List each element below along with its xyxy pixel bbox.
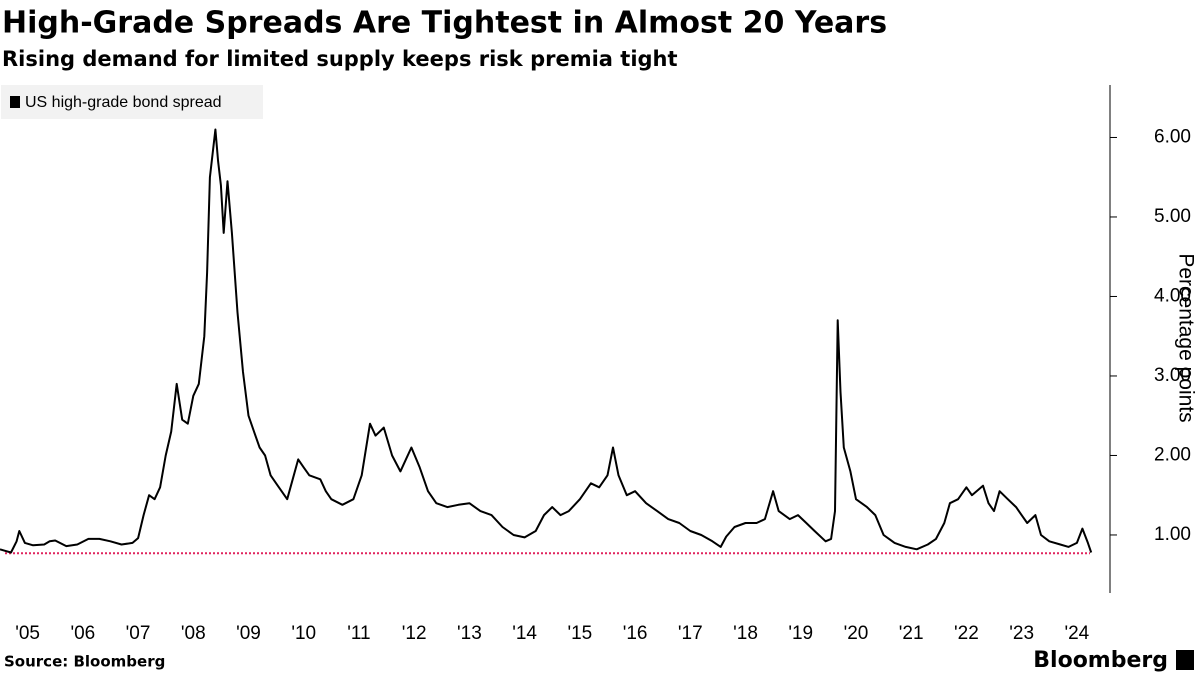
legend-label: US high-grade bond spread bbox=[25, 94, 222, 111]
x-tick-label: '11 bbox=[347, 623, 370, 644]
legend-box bbox=[1, 85, 263, 119]
x-tick-label: '15 bbox=[567, 623, 592, 644]
y-tick-label: 1.00 bbox=[1154, 524, 1191, 545]
x-tick-label: '22 bbox=[954, 623, 979, 644]
y-tick-label: 2.00 bbox=[1154, 444, 1191, 465]
brand-icon bbox=[1176, 650, 1194, 670]
x-tick-label: '21 bbox=[899, 623, 924, 644]
x-tick-label: '05 bbox=[15, 623, 40, 644]
x-tick-label: '18 bbox=[733, 623, 758, 644]
x-tick-label: '06 bbox=[70, 623, 95, 644]
y-tick-label: 6.00 bbox=[1154, 126, 1191, 147]
chart-title: High-Grade Spreads Are Tightest in Almos… bbox=[2, 6, 887, 41]
x-tick-label: '16 bbox=[623, 623, 648, 644]
y-axis-label: Percentage points bbox=[1174, 253, 1197, 422]
legend-swatch bbox=[10, 96, 20, 108]
x-tick-label: '10 bbox=[291, 623, 316, 644]
x-tick-label: '19 bbox=[788, 623, 813, 644]
x-tick-label: '14 bbox=[512, 623, 537, 644]
brand: Bloomberg bbox=[1033, 648, 1168, 673]
x-tick-label: '23 bbox=[1009, 623, 1034, 644]
y-tick-label: 4.00 bbox=[1154, 285, 1191, 306]
y-tick-label: 3.00 bbox=[1154, 365, 1191, 386]
x-tick-label: '20 bbox=[844, 623, 869, 644]
source: Source: Bloomberg bbox=[4, 653, 165, 671]
x-tick-label: '17 bbox=[678, 623, 703, 644]
x-tick-label: '24 bbox=[1064, 623, 1089, 644]
y-tick-label: 5.00 bbox=[1154, 206, 1191, 227]
chart-subtitle: Rising demand for limited supply keeps r… bbox=[2, 47, 678, 71]
x-tick-label: '12 bbox=[402, 623, 427, 644]
x-tick-label: '13 bbox=[457, 623, 482, 644]
x-tick-label: '08 bbox=[181, 623, 206, 644]
x-tick-label: '09 bbox=[236, 623, 261, 644]
series-line bbox=[0, 128, 1093, 554]
x-tick-label: '07 bbox=[126, 623, 151, 644]
